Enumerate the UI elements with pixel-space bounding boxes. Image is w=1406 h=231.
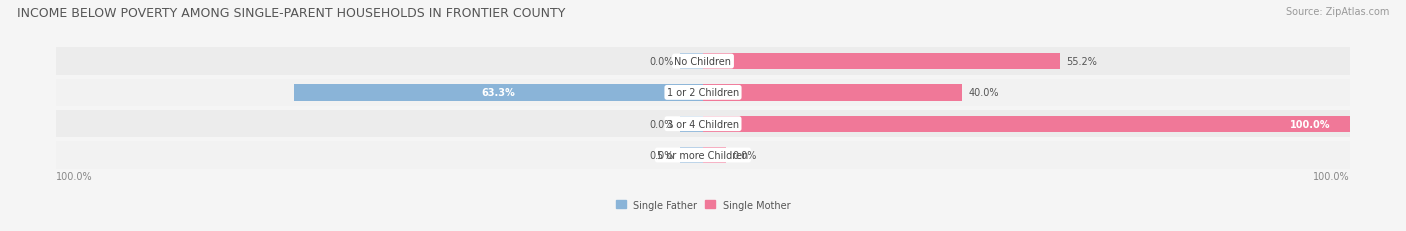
Legend: Single Father, Single Mother: Single Father, Single Mother [612, 196, 794, 213]
Text: 5 or more Children: 5 or more Children [658, 150, 748, 160]
Text: 100.0%: 100.0% [1313, 171, 1350, 181]
Bar [56, 142, 1350, 169]
Text: 0.0%: 0.0% [650, 57, 673, 67]
Text: 55.2%: 55.2% [1067, 57, 1097, 67]
Text: 100.0%: 100.0% [1289, 119, 1330, 129]
Bar [294, 85, 703, 101]
Text: 3 or 4 Children: 3 or 4 Children [666, 119, 740, 129]
Bar [56, 110, 1350, 138]
Bar [681, 116, 703, 132]
Text: 100.0%: 100.0% [56, 171, 93, 181]
Text: Source: ZipAtlas.com: Source: ZipAtlas.com [1285, 7, 1389, 17]
Text: 40.0%: 40.0% [969, 88, 998, 98]
Text: 0.0%: 0.0% [650, 150, 673, 160]
Bar [681, 54, 703, 70]
Bar [703, 54, 1060, 70]
Bar [681, 147, 703, 164]
Text: 0.0%: 0.0% [650, 119, 673, 129]
Text: 1 or 2 Children: 1 or 2 Children [666, 88, 740, 98]
Bar [703, 116, 1350, 132]
Bar [56, 48, 1350, 76]
Bar [56, 79, 1350, 107]
Text: No Children: No Children [675, 57, 731, 67]
Bar [703, 85, 962, 101]
Text: INCOME BELOW POVERTY AMONG SINGLE-PARENT HOUSEHOLDS IN FRONTIER COUNTY: INCOME BELOW POVERTY AMONG SINGLE-PARENT… [17, 7, 565, 20]
Text: 63.3%: 63.3% [481, 88, 515, 98]
Bar [703, 147, 725, 164]
Text: 0.0%: 0.0% [733, 150, 756, 160]
